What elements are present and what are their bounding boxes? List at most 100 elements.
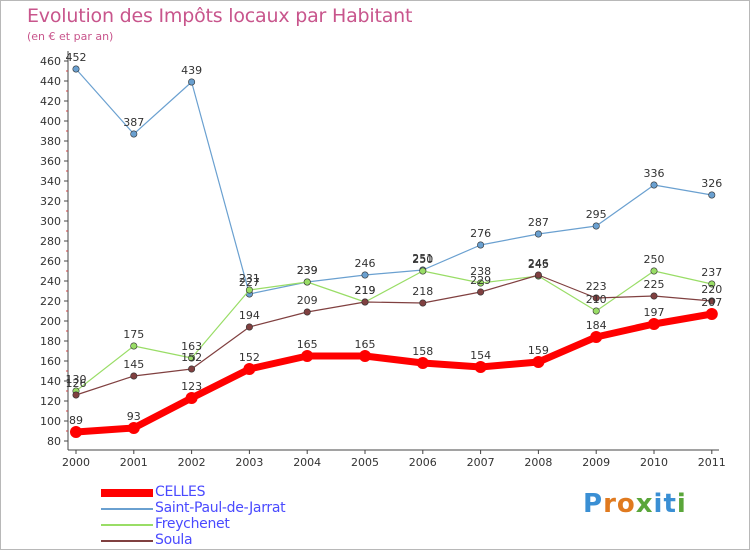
legend-label: Soula (155, 532, 193, 548)
y-tick-label: 340 (40, 175, 61, 188)
data-point (534, 230, 542, 238)
data-label: 439 (181, 64, 202, 77)
legend-swatch (101, 508, 153, 510)
data-point (130, 342, 138, 350)
data-label: 238 (470, 265, 491, 278)
data-label: 250 (644, 253, 665, 266)
data-label: 219 (355, 284, 376, 297)
series-line-saint-paul-de-jarrat (75, 68, 712, 295)
y-tick-label: 220 (40, 295, 61, 308)
data-label: 209 (297, 294, 318, 307)
data-point (419, 267, 427, 275)
data-label: 89 (69, 414, 83, 427)
data-label: 145 (123, 358, 144, 371)
data-label: 225 (644, 278, 665, 291)
x-tick-label: 2002 (178, 456, 206, 469)
data-label: 126 (66, 377, 87, 390)
data-label: 152 (181, 351, 202, 364)
data-label: 251 (412, 252, 433, 265)
y-tick-label: 200 (40, 315, 61, 328)
y-tick-label: 80 (47, 435, 61, 448)
data-label: 231 (239, 272, 260, 285)
data-point (72, 65, 80, 73)
data-label: 123 (181, 380, 202, 393)
data-point (708, 191, 716, 199)
x-tick-label: 2010 (640, 456, 668, 469)
data-point (648, 318, 660, 330)
data-label: 287 (528, 216, 549, 229)
data-point (474, 361, 487, 373)
x-tick-label: 2011 (698, 456, 726, 469)
y-tick-label: 260 (40, 255, 61, 268)
data-point (477, 241, 485, 249)
data-label: 245 (528, 258, 549, 271)
data-point (361, 298, 369, 306)
chart-title: Evolution des Impôts locaux par Habitant (27, 5, 413, 27)
x-tick-label: 2007 (467, 456, 495, 469)
data-point (130, 130, 138, 138)
x-tick-label: 2001 (120, 456, 148, 469)
legend-label: CELLES (155, 484, 206, 500)
data-point (705, 308, 718, 320)
data-point (245, 323, 253, 331)
data-label: 239 (297, 264, 318, 277)
data-label: 194 (239, 309, 260, 322)
data-point (650, 181, 658, 189)
data-point (70, 426, 82, 438)
data-label: 295 (586, 208, 607, 221)
data-label: 210 (586, 293, 607, 306)
data-point (130, 372, 138, 380)
y-tick-label: 420 (40, 95, 61, 108)
data-label: 165 (297, 338, 318, 351)
y-tick-label: 460 (40, 55, 61, 68)
data-label: 229 (470, 274, 491, 287)
data-label: 223 (586, 280, 607, 293)
data-point (477, 288, 485, 296)
data-label: 163 (181, 340, 202, 353)
legend-swatch (101, 489, 153, 497)
data-point (590, 331, 603, 343)
series-line-celles (75, 310, 713, 436)
data-label: 237 (701, 266, 722, 279)
x-tick-label: 2004 (293, 456, 321, 469)
y-tick-label: 160 (40, 355, 61, 368)
data-point (127, 422, 140, 434)
y-tick-label: 320 (40, 195, 61, 208)
data-label: 158 (412, 345, 433, 358)
data-label: 130 (66, 373, 87, 386)
data-point (243, 363, 256, 375)
data-point (72, 391, 80, 399)
data-label: 246 (528, 257, 549, 270)
data-point (592, 294, 600, 302)
x-tick-label: 2009 (582, 456, 610, 469)
data-label: 227 (239, 276, 260, 289)
y-tick-label: 240 (40, 275, 61, 288)
data-point (185, 392, 198, 404)
series-line-soula (75, 274, 712, 396)
data-label: 175 (123, 328, 144, 341)
data-point (245, 286, 253, 294)
data-label: 218 (412, 285, 433, 298)
y-tick-label: 300 (40, 215, 61, 228)
data-point (303, 308, 311, 316)
legend-label: Saint-Paul-de-Jarrat (155, 500, 286, 516)
data-point (419, 299, 427, 307)
data-label: 387 (123, 116, 144, 129)
data-point (188, 354, 196, 362)
data-point (361, 271, 369, 279)
y-tick-label: 440 (40, 75, 61, 88)
data-label: 276 (470, 227, 491, 240)
x-tick-label: 2000 (62, 456, 90, 469)
data-point (532, 356, 545, 368)
series-line-freychenet (75, 270, 712, 392)
data-point (477, 279, 485, 287)
data-point (188, 78, 196, 86)
data-label: 165 (355, 338, 376, 351)
data-label: 197 (644, 306, 665, 319)
chart-subtitle: (en € et par an) (27, 30, 114, 43)
data-label: 93 (127, 410, 141, 423)
data-point (592, 307, 600, 315)
data-label: 154 (470, 349, 491, 362)
